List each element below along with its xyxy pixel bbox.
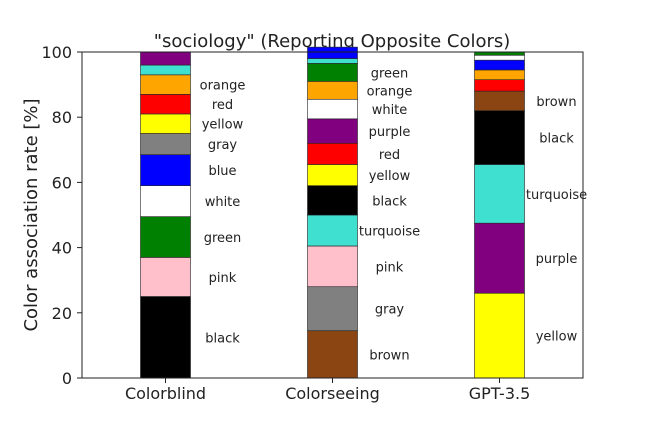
bar-segment-pink bbox=[140, 257, 191, 297]
segment-label: turquoise bbox=[526, 188, 587, 203]
x-tick-label: Colorblind bbox=[125, 384, 206, 403]
x-tick-label: GPT-3.5 bbox=[469, 384, 531, 403]
segment-label: gray bbox=[375, 303, 405, 318]
segment-label: blue bbox=[208, 164, 236, 179]
bar-segment-black bbox=[474, 110, 525, 165]
y-tick-label: 80 bbox=[52, 108, 72, 127]
segment-label: brown bbox=[369, 348, 409, 363]
bar-segment-orange bbox=[307, 81, 358, 100]
bar-segment-green bbox=[140, 216, 191, 258]
y-tick-label: 60 bbox=[52, 173, 72, 192]
y-tick-label: 40 bbox=[52, 239, 72, 258]
segment-label: orange bbox=[367, 84, 413, 99]
bar-segment-purple bbox=[474, 222, 525, 294]
segment-label: green bbox=[371, 66, 409, 81]
segment-label: orange bbox=[200, 79, 246, 94]
bar-segment-orange bbox=[140, 74, 191, 95]
bar-segment-turquoise bbox=[140, 64, 191, 76]
segment-label: turquoise bbox=[359, 224, 420, 239]
bar-segment-gray bbox=[140, 133, 191, 155]
segment-label: black bbox=[539, 132, 574, 147]
bar-segment-black bbox=[307, 185, 358, 216]
segment-label: yellow bbox=[369, 169, 411, 184]
bar-segment-orange bbox=[474, 69, 525, 81]
bar-segment-blue bbox=[307, 46, 358, 59]
bar-segment-yellow bbox=[140, 113, 191, 134]
bar-segment-green bbox=[307, 63, 358, 82]
bar-segment-white bbox=[140, 185, 191, 217]
bar-segment-white bbox=[307, 98, 358, 120]
segment-label: pink bbox=[209, 271, 237, 286]
bar-segment-red bbox=[307, 142, 358, 165]
bar-segment-red bbox=[140, 94, 191, 115]
plot-frame bbox=[81, 51, 584, 379]
segment-label: yellow bbox=[536, 330, 578, 345]
bar-segment-purple bbox=[307, 118, 358, 144]
bar-segment-brown bbox=[307, 330, 358, 379]
plot-area: 0 20 40 60 80 100 black pink green white blue gray y… bbox=[41, 43, 587, 403]
bar-segment-turquoise bbox=[474, 164, 525, 224]
segment-label: purple bbox=[536, 252, 578, 267]
segment-label: brown bbox=[536, 95, 576, 110]
bar-segment-red bbox=[474, 79, 525, 92]
bar-segment-blue bbox=[474, 59, 525, 71]
segment-label: yellow bbox=[202, 118, 244, 133]
y-axis-label: Color association rate [%] bbox=[21, 98, 42, 331]
bar-segment-pink bbox=[307, 245, 358, 288]
bar-segment-yellow bbox=[474, 292, 525, 379]
bar-segment-yellow bbox=[307, 164, 358, 186]
chart-title: "sociology" (Reporting Opposite Colors) bbox=[154, 31, 511, 52]
segment-label: purple bbox=[369, 125, 411, 140]
bar-segment-white bbox=[474, 54, 525, 61]
y-tick-label: 0 bbox=[62, 369, 72, 388]
bar-segment-purple bbox=[140, 51, 191, 66]
segment-label: gray bbox=[208, 138, 238, 153]
bar-segment-gray bbox=[307, 286, 358, 332]
x-tick-label: Colorseeing bbox=[285, 384, 380, 403]
bar-segment-black bbox=[140, 296, 191, 379]
segment-label: green bbox=[204, 231, 242, 246]
segment-label: white bbox=[205, 195, 241, 210]
segment-label: black bbox=[205, 331, 240, 346]
bar-segment-blue bbox=[140, 154, 191, 186]
segment-label: pink bbox=[376, 260, 404, 275]
bar-segment-turquoise bbox=[307, 58, 358, 64]
y-tick-label: 20 bbox=[52, 304, 72, 323]
segment-label: white bbox=[372, 103, 408, 118]
segment-label: red bbox=[379, 148, 400, 163]
segment-label: black bbox=[372, 194, 407, 209]
bar-segment-brown bbox=[474, 90, 525, 111]
bar-segment-turquoise bbox=[307, 214, 358, 247]
segment-label: red bbox=[212, 98, 233, 113]
y-tick-label: 100 bbox=[41, 43, 72, 62]
